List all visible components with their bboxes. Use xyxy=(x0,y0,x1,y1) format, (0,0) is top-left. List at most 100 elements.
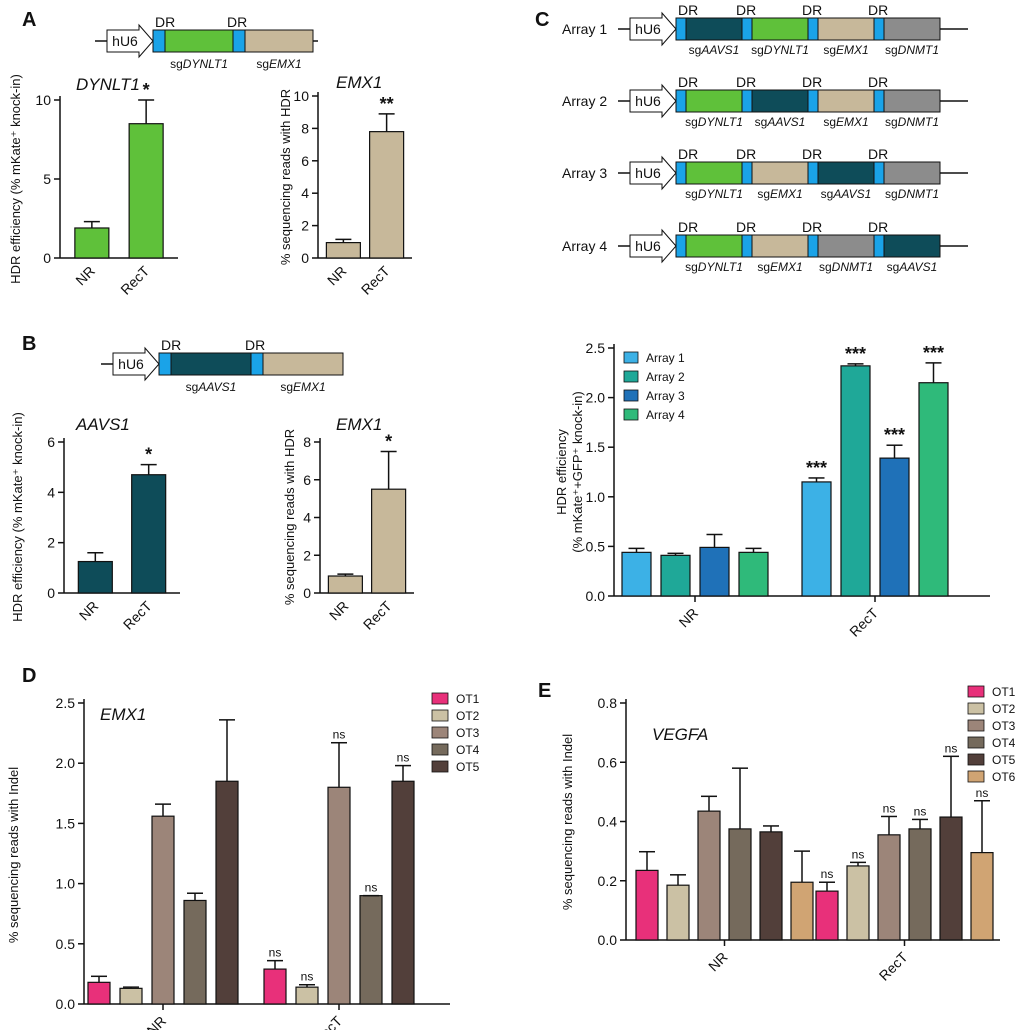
spacer-dynlt1 xyxy=(685,234,743,258)
chart-d: 0.0 0.5 1.0 1.5 2.0 2.5 % sequencing reads wit… xyxy=(6,692,480,1030)
construct-c3: hU6 DR sgDYNLT1 DR sgEMX1 DR sgAAVS1 DR sgDNMT1 xyxy=(618,146,968,201)
bar-rect-array-4 xyxy=(918,382,949,597)
legend-swatch xyxy=(431,726,449,739)
legend-label: Array 3 xyxy=(646,389,685,403)
direct-repeat xyxy=(250,352,264,376)
legend-label: OT3 xyxy=(456,726,480,740)
y-axis-title-2: (% mKate⁺+GFP⁺ knock-in) xyxy=(570,391,585,552)
legend-label: Array 4 xyxy=(646,408,685,422)
spacer-dynlt1 xyxy=(685,89,743,113)
dr-label: DR xyxy=(736,74,756,90)
significance-marker: ns xyxy=(397,751,410,765)
significance-marker: ** xyxy=(380,94,394,114)
dr-label: DR xyxy=(868,146,888,162)
bar-nr-ot3 xyxy=(697,810,721,941)
significance-marker: ns xyxy=(269,946,282,960)
y-tick-label: 2.0 xyxy=(56,755,76,771)
spacer-emx1 xyxy=(244,29,314,53)
bar-nr-array-2 xyxy=(660,554,691,597)
y-tick-label: 0.5 xyxy=(586,538,606,554)
direct-repeat xyxy=(675,234,687,258)
construct-b: hU6 DR sgAAVS1 DR sgEMX1 xyxy=(101,337,344,394)
significance-marker: * xyxy=(143,80,150,100)
bar-nr xyxy=(325,242,361,259)
spacer-aavs1 xyxy=(817,161,875,185)
direct-repeat xyxy=(873,234,885,258)
legend: OT1 OT2 OT3 OT4 OT5 xyxy=(431,692,480,774)
bar-rect-ot2 xyxy=(846,865,870,941)
y-axis-title: HDR efficiency (% mKate⁺ knock-in) xyxy=(8,74,23,284)
legend-label: OT5 xyxy=(992,753,1016,767)
dr-label: DR xyxy=(678,74,698,90)
bar-nr-ot2 xyxy=(666,884,690,941)
chart-title: DYNLT1 xyxy=(76,75,140,94)
construct-diagrams: hU6 DR sgDYNLT1 DR sgEMX1 hU6 DR sgAAVS1 DR sgEMX… xyxy=(95,2,968,394)
spacer-label-aavs1: sgAAVS1 xyxy=(689,43,740,57)
x-category-label: NR xyxy=(72,263,98,289)
dr-label: DR xyxy=(161,337,181,353)
panel-label-c: C xyxy=(535,9,549,31)
dr-label: DR xyxy=(245,337,265,353)
bar-nr-ot5 xyxy=(759,831,783,941)
construct-c2: hU6 DR sgDYNLT1 DR sgAAVS1 DR sgEMX1 DR sgDNMT1 xyxy=(618,74,968,129)
spacer-label-emx1: sgEMX1 xyxy=(823,43,868,57)
y-tick-label: 1.0 xyxy=(586,489,606,505)
y-tick-label: 4 xyxy=(301,185,309,201)
y-tick-label: 0 xyxy=(47,585,55,601)
spacer-emx1 xyxy=(817,17,875,41)
bar-nr-ot1 xyxy=(635,869,659,941)
significance-marker: * xyxy=(145,445,152,465)
legend-label: OT3 xyxy=(992,719,1016,733)
spacer-label-dnmt1: sgDNMT1 xyxy=(885,43,939,57)
direct-repeat xyxy=(675,161,687,185)
direct-repeat xyxy=(675,17,687,41)
spacer-dynlt1 xyxy=(164,29,234,53)
bar-rect xyxy=(369,131,405,259)
promoter-arrow xyxy=(629,83,677,119)
direct-repeat xyxy=(675,89,687,113)
panel-label-e: E xyxy=(538,680,551,702)
promoter-arrow xyxy=(629,228,677,264)
y-tick-label: 0.5 xyxy=(56,936,76,952)
chart-title: VEGFA xyxy=(652,725,708,744)
y-tick-label: 0.4 xyxy=(598,814,618,830)
legend-label: Array 2 xyxy=(646,370,685,384)
legend-label: OT4 xyxy=(456,743,480,757)
construct-c4: hU6 DR sgDYNLT1 DR sgEMX1 DR sgDNMT1 DR sgAAVS1 xyxy=(618,219,968,274)
spacer-label-dynlt1: sgDYNLT1 xyxy=(685,115,743,129)
promoter-label: hU6 xyxy=(118,356,144,372)
bar-rect-ot5 xyxy=(391,780,415,1005)
significance-marker: ns xyxy=(333,728,346,742)
x-category-label: NR xyxy=(675,605,701,631)
spacer-emx1 xyxy=(751,161,809,185)
bar-rect-array-2 xyxy=(840,365,871,597)
direct-repeat xyxy=(807,17,819,41)
x-category-label: RecT xyxy=(310,1012,345,1030)
y-axis-title: % sequencing reads with Indel xyxy=(6,767,21,943)
dr-label: DR xyxy=(678,2,698,18)
y-tick-label: 0.6 xyxy=(598,754,618,770)
legend-swatch xyxy=(967,685,985,698)
bar-nr xyxy=(327,575,363,594)
x-category-label: NR xyxy=(324,263,350,289)
y-tick-label: 1.5 xyxy=(56,815,76,831)
legend-swatch xyxy=(431,692,449,705)
legend-label: OT5 xyxy=(456,760,480,774)
legend-swatch xyxy=(967,702,985,715)
dr-label: DR xyxy=(868,2,888,18)
construct-c1: hU6 DR sgAAVS1 DR sgDYNLT1 DR sgEMX1 DR sgDNMT1 xyxy=(618,2,968,57)
significance-marker: * xyxy=(385,431,392,451)
x-category-label: RecT xyxy=(360,597,395,632)
bar-nr-array-1 xyxy=(621,551,652,597)
legend: OT1 OT2 OT3 OT4 OT5 OT6 xyxy=(967,685,1016,784)
legend-swatch xyxy=(623,408,639,421)
spacer-label-aavs1: sgAAVS1 xyxy=(755,115,806,129)
spacer-label-aavs1: sgAAVS1 xyxy=(821,187,872,201)
bar-nr-ot1 xyxy=(87,981,111,1005)
legend-swatch xyxy=(431,760,449,773)
spacer-label-dnmt1: sgDNMT1 xyxy=(885,115,939,129)
bar-rect-ot5 xyxy=(939,816,963,941)
bar-rect xyxy=(128,123,164,259)
legend-label: Array 1 xyxy=(646,351,685,365)
dr-label: DR xyxy=(802,219,822,235)
